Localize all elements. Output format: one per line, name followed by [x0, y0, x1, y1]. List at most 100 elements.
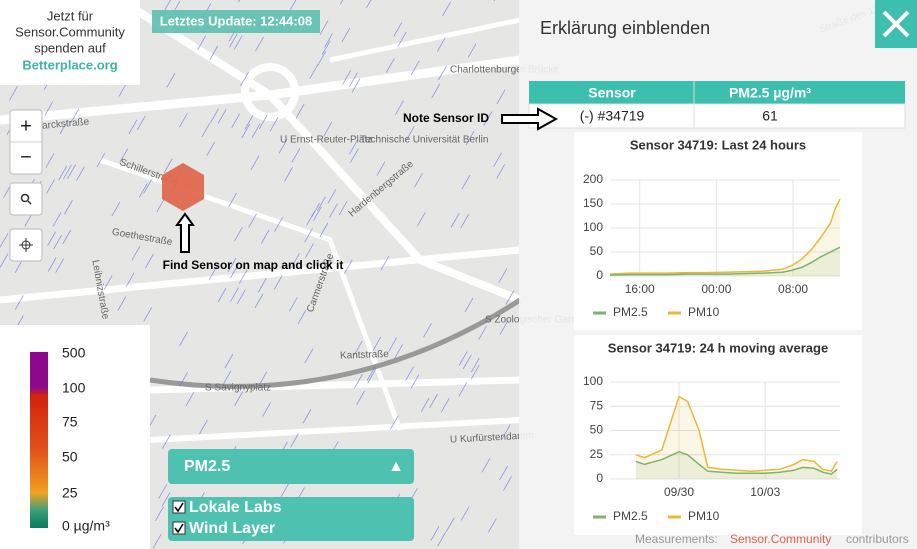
- wind-line: [236, 289, 246, 304]
- wind-line: [342, 70, 351, 85]
- wind-line: [460, 506, 470, 521]
- chart-title: Sensor 34719: 24 h moving average: [608, 340, 828, 355]
- wind-line: [250, 155, 260, 170]
- wind-line: [248, 213, 257, 228]
- wind-line: [269, 116, 279, 132]
- attribution-link[interactable]: Sensor.Community: [730, 532, 831, 546]
- wind-line: [349, 72, 358, 87]
- scale-label: 75: [62, 414, 78, 430]
- y-tick-label: 75: [590, 398, 604, 412]
- table-row[interactable]: [528, 103, 906, 129]
- chart-panel: [574, 132, 862, 330]
- wind-line: [179, 331, 188, 347]
- zoom-out[interactable]: −: [20, 146, 32, 168]
- wind-line: [414, 173, 423, 188]
- wind-line: [138, 183, 148, 198]
- wind-line: [366, 366, 376, 381]
- wind-line: [224, 353, 234, 369]
- wind-line: [405, 126, 415, 141]
- series-line: [609, 198, 841, 275]
- checkbox[interactable]: [172, 521, 186, 535]
- wind-line: [423, 323, 432, 338]
- legend-label[interactable]: PM10: [688, 305, 720, 319]
- pollutant-selector[interactable]: [168, 449, 414, 484]
- sensor-hexagon[interactable]: [162, 163, 204, 211]
- layer-label[interactable]: Wind Layer: [189, 520, 275, 537]
- close-icon: [882, 10, 910, 38]
- table-header-cell: PM2.5 µg/m³: [729, 85, 811, 101]
- wind-line: [234, 391, 244, 406]
- donation-link[interactable]: Betterplace.org: [22, 57, 117, 72]
- wind-line: [354, 374, 363, 389]
- arrow-up: [175, 212, 195, 253]
- wind-line: [238, 269, 248, 284]
- color-scale: [30, 352, 48, 528]
- donation-text: Jetzt für: [47, 8, 94, 23]
- wind-line: [217, 287, 227, 303]
- wind-line: [230, 263, 239, 279]
- legend-label[interactable]: PM10: [688, 509, 720, 523]
- legend-label[interactable]: PM2.5: [613, 305, 648, 319]
- wind-line: [470, 357, 480, 373]
- wind-line: [356, 390, 366, 405]
- wind-line: [278, 138, 288, 154]
- wind-line: [58, 165, 67, 181]
- wind-line: [351, 78, 361, 93]
- wind-line: [47, 231, 56, 246]
- wind-line: [233, 35, 243, 50]
- pollutant-label: PM2.5: [184, 458, 230, 475]
- wind-line: [350, 148, 359, 163]
- wind-line: [319, 20, 329, 35]
- wind-line: [467, 43, 477, 58]
- layer-box: [168, 497, 414, 541]
- donation-text: Sensor.Community: [15, 24, 125, 39]
- wind-line: [251, 123, 261, 138]
- wind-line: [179, 372, 188, 387]
- wind-line: [208, 265, 218, 281]
- wind-line: [166, 73, 176, 88]
- wind-line: [321, 40, 331, 55]
- search-button[interactable]: [9, 182, 43, 216]
- table-cell: 61: [762, 108, 778, 124]
- panel-title[interactable]: Erklärung einblenden: [540, 18, 710, 38]
- scale-label: 100: [62, 380, 86, 396]
- checkbox[interactable]: [172, 500, 186, 514]
- wind-line: [496, 89, 506, 105]
- wind-line: [499, 320, 509, 335]
- wind-line: [329, 203, 338, 218]
- map-label: U Kurfürstendamm: [450, 430, 534, 445]
- wind-line: [201, 122, 211, 138]
- layer-label[interactable]: Lokale Labs: [189, 499, 282, 516]
- annotation: Note Sensor ID: [403, 111, 489, 125]
- wind-line: [64, 200, 73, 215]
- wind-line: [313, 206, 322, 221]
- y-tick-label: 0: [596, 471, 603, 485]
- wind-line: [125, 272, 135, 287]
- wind-line: [117, 296, 127, 311]
- wind-line: [397, 31, 407, 47]
- wind-line: [241, 123, 251, 139]
- locate-icon: [19, 238, 33, 252]
- wind-line: [163, 0, 171, 13]
- table-cell: (-) #34719: [580, 108, 645, 124]
- wind-line: [244, 115, 254, 130]
- chart-title: Sensor 34719: Last 24 hours: [630, 137, 806, 152]
- wind-line: [316, 196, 326, 212]
- wind-line: [52, 212, 62, 227]
- wind-line: [155, 506, 164, 522]
- wind-line: [62, 229, 72, 245]
- wind-line: [67, 164, 76, 179]
- update-text: Letztes Update: 12:44:08: [160, 13, 312, 28]
- wind-line: [304, 227, 313, 243]
- y-tick-label: 100: [583, 374, 603, 388]
- legend-label[interactable]: PM2.5: [613, 509, 648, 523]
- wind-line: [229, 33, 238, 48]
- wind-line: [228, 192, 237, 208]
- zoom-in[interactable]: +: [20, 115, 32, 137]
- toggle-icon[interactable]: ▲: [388, 458, 404, 475]
- wind-line: [420, 397, 430, 413]
- wind-line: [349, 139, 358, 155]
- wind-line: [185, 392, 195, 407]
- wind-line: [499, 465, 508, 481]
- wind-line: [487, 518, 497, 533]
